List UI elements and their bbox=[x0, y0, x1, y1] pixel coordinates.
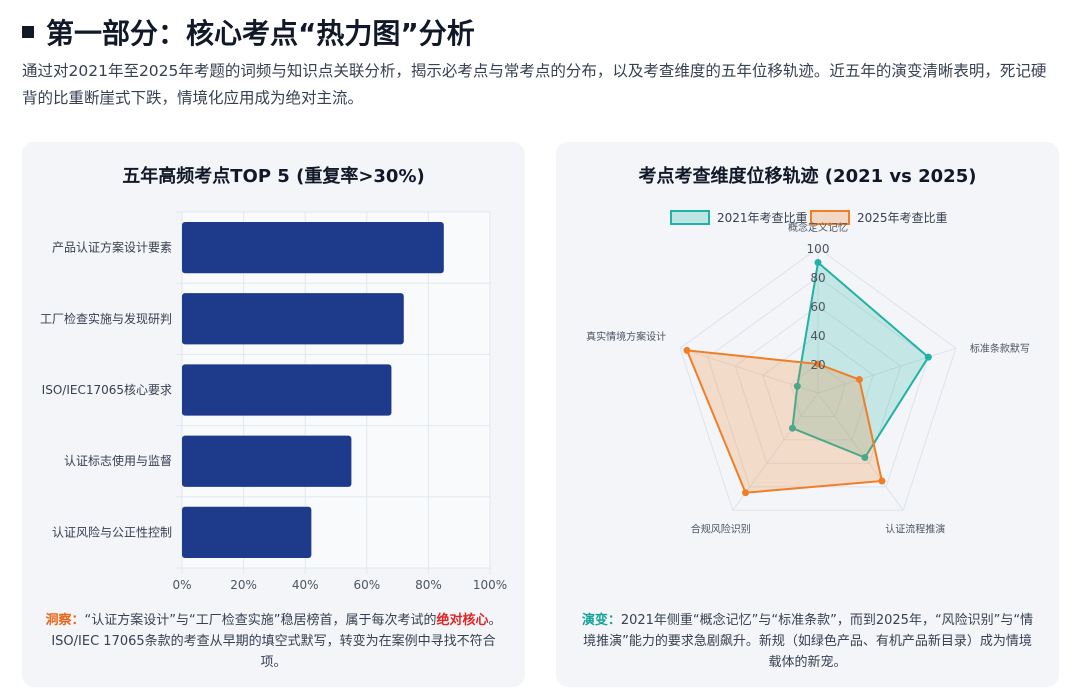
radar-point bbox=[683, 346, 691, 354]
radar-chart-insight: 演变：2021年侧重“概念记忆”与“标准条款”，而到2025年，“风险识别”与“… bbox=[578, 610, 1037, 673]
bar bbox=[182, 293, 404, 345]
insight-label: 洞察： bbox=[45, 613, 85, 628]
radar-axis-label: 概念定义记忆 bbox=[788, 221, 848, 234]
category-label: ISO/IEC17065核心要求 bbox=[42, 383, 172, 397]
legend-swatch[interactable] bbox=[810, 210, 850, 225]
evolution-label: 演变： bbox=[581, 613, 621, 628]
bar-chart-insight: 洞察：“认证方案设计”与“工厂检查实施”稳居榜首，属于每次考试的绝对核心。ISO… bbox=[44, 610, 503, 673]
radar-grid-ring bbox=[789, 363, 847, 417]
title-bullet bbox=[22, 26, 34, 38]
radar-point bbox=[855, 376, 863, 384]
page-subtitle: 通过对2021年至2025年考题的词频与知识点关联分析，揭示必考点与常考点的分布… bbox=[22, 62, 1047, 107]
x-tick-label: 0% bbox=[172, 578, 191, 592]
radial-tick-label: 60 bbox=[810, 300, 825, 314]
x-tick-label: 40% bbox=[292, 578, 319, 592]
radial-tick-label: 80 bbox=[810, 271, 825, 285]
bar bbox=[182, 221, 444, 274]
x-tick-label: 80% bbox=[415, 578, 442, 592]
bar bbox=[182, 506, 312, 559]
bar bbox=[182, 364, 392, 416]
radar-point bbox=[878, 477, 886, 485]
x-tick-label: 60% bbox=[353, 578, 380, 592]
radar-point bbox=[861, 454, 869, 462]
radar-point bbox=[814, 360, 822, 368]
legend-label[interactable]: 2025年考查比重 bbox=[857, 211, 948, 225]
radar-grid-ring bbox=[762, 334, 874, 441]
radar-series-area bbox=[791, 260, 930, 459]
radial-tick-label: 40 bbox=[810, 329, 825, 343]
radar-point bbox=[793, 382, 801, 390]
radar-series-area bbox=[685, 349, 884, 494]
x-tick-label: 100% bbox=[473, 578, 507, 592]
insight-highlight: 绝对核心 bbox=[436, 613, 489, 628]
radar-chart-title: 考点考查维度位移轨迹 (2021 vs 2025) bbox=[638, 166, 977, 187]
radar-point bbox=[814, 259, 822, 266]
radar-axis-label: 认证流程推演 bbox=[885, 522, 945, 535]
evolution-text: 2021年侧重“概念记忆”与“标准条款”，而到2025年，“风险识别”与“情境推… bbox=[583, 613, 1034, 670]
insight-text-2: 。ISO/IEC 17065条款的考查从早期的填空式默写，转变为在案例中寻找不符… bbox=[51, 613, 502, 670]
category-label: 认证标志使用与监督 bbox=[64, 453, 172, 468]
bar bbox=[182, 435, 352, 487]
radial-tick-label: 20 bbox=[810, 358, 825, 372]
radar-chart-card: 考点考查维度位移轨迹 (2021 vs 2025) 2021年考查比重 2025年… bbox=[556, 142, 1059, 687]
radar-axis-label: 标准条款默写 bbox=[970, 342, 1030, 355]
insight-text-1: “认证方案设计”与“工厂检查实施”稳居榜首，属于每次考试的 bbox=[84, 613, 437, 628]
radar-chart: 2021年考查比重 2025年考查比重 20 40 60 80 100 概念定义记忆标准条款默… bbox=[586, 210, 1030, 535]
category-label: 认证风险与公正性控制 bbox=[52, 524, 172, 539]
radar-point bbox=[788, 424, 796, 432]
radar-spoke bbox=[817, 347, 957, 394]
category-label: 产品认证方案设计要素 bbox=[52, 240, 172, 255]
bar-chart-card: 五年高频考点TOP 5 (重复率>30%) 0% 20% 40% 60% 80% 100%… bbox=[22, 142, 525, 687]
category-label: 工厂检查实施与发现研判 bbox=[40, 311, 172, 326]
page-title-text: 第一部分：核心考点“热力图”分析 bbox=[46, 17, 475, 50]
x-tick-label: 20% bbox=[230, 578, 257, 592]
bar-chart-title: 五年高频考点TOP 5 (重复率>30%) bbox=[122, 166, 425, 187]
legend-label[interactable]: 2021年考查比重 bbox=[717, 211, 808, 225]
radar-grid-ring bbox=[679, 247, 957, 511]
legend-swatch[interactable] bbox=[670, 210, 710, 225]
radar-axis-label: 真实情境方案设计 bbox=[586, 330, 666, 343]
radar-axis-label: 合规风险识别 bbox=[691, 522, 751, 535]
radar-point bbox=[924, 353, 932, 361]
page-title: 第一部分：核心考点“热力图”分析 bbox=[22, 12, 475, 52]
radial-tick-label: 100 bbox=[807, 242, 830, 256]
radar-spoke bbox=[817, 392, 904, 511]
radar-point bbox=[742, 489, 750, 497]
